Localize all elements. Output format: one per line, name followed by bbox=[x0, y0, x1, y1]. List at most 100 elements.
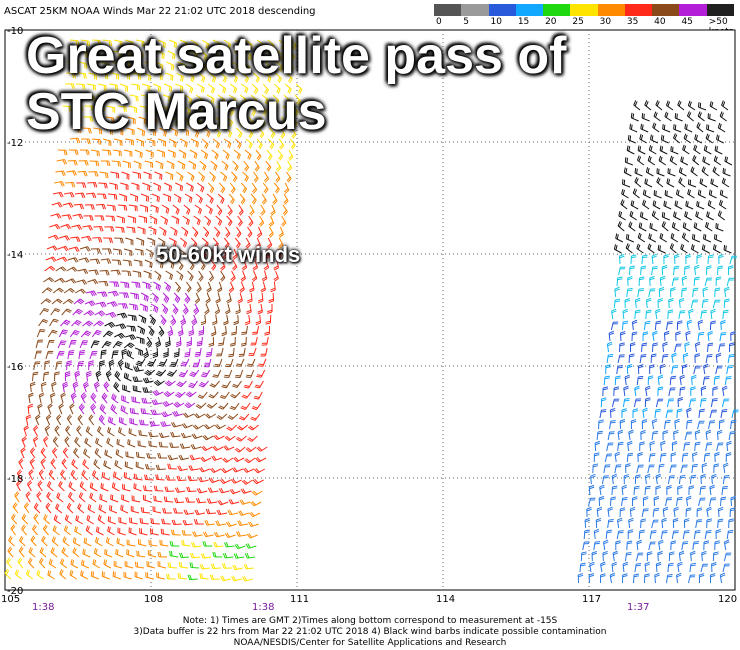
wind-barb bbox=[216, 204, 223, 216]
wind-barb bbox=[150, 105, 159, 114]
wind-barb bbox=[91, 39, 102, 46]
product-title: ASCAT 25KM NOAA Winds Mar 22 21:02 UTC 2… bbox=[4, 6, 316, 17]
wind-barb bbox=[142, 83, 151, 92]
wind-barb bbox=[187, 72, 195, 83]
wind-barb bbox=[204, 215, 212, 226]
legend-label: 35 bbox=[626, 17, 639, 27]
wind-barb bbox=[248, 116, 255, 128]
wind-barb bbox=[144, 61, 153, 70]
wind-barb bbox=[258, 215, 265, 227]
wind-barb bbox=[179, 138, 188, 148]
wind-barb bbox=[90, 50, 100, 59]
wind-barb bbox=[161, 105, 170, 115]
wind-barb bbox=[74, 192, 86, 199]
wind-barb bbox=[70, 137, 81, 144]
wind-barb bbox=[209, 171, 216, 183]
legend-swatch bbox=[597, 4, 625, 16]
wind-barb bbox=[98, 182, 108, 189]
wind-barb bbox=[171, 116, 179, 127]
wind-barb bbox=[238, 105, 246, 117]
wind-barb bbox=[195, 94, 203, 105]
legend-label: 30 bbox=[599, 17, 612, 27]
wind-barb bbox=[210, 160, 218, 171]
wind-barb bbox=[188, 61, 197, 71]
wind-barb bbox=[135, 39, 145, 47]
wind-barb bbox=[200, 50, 208, 61]
wind-barb bbox=[102, 138, 112, 147]
wind-barb bbox=[227, 105, 234, 117]
wind-barb bbox=[135, 138, 145, 147]
wind-barb bbox=[133, 61, 142, 70]
wind-barb bbox=[86, 192, 97, 199]
wind-barb bbox=[111, 61, 121, 69]
wind-barb bbox=[229, 182, 236, 194]
wind-barb bbox=[121, 72, 131, 80]
wind-barb bbox=[196, 182, 205, 193]
wind-barb bbox=[187, 171, 195, 182]
wind-barb bbox=[89, 160, 100, 167]
wind-barb bbox=[73, 203, 85, 210]
wind-barb bbox=[185, 83, 194, 94]
wind-barb bbox=[155, 160, 164, 170]
wind-barb bbox=[201, 138, 209, 149]
wind-barb bbox=[170, 226, 178, 237]
wind-barb bbox=[289, 39, 297, 50]
wind-barb bbox=[112, 149, 122, 157]
wind-barb bbox=[83, 215, 94, 221]
wind-barb bbox=[80, 39, 91, 47]
wind-barb bbox=[212, 138, 220, 149]
wind-barb bbox=[137, 226, 146, 235]
wind-barb bbox=[66, 72, 76, 79]
wind-barb bbox=[190, 138, 199, 148]
wind-barb bbox=[95, 203, 106, 210]
wind-barb bbox=[175, 182, 184, 192]
wind-barb bbox=[73, 105, 84, 111]
wind-barb bbox=[138, 116, 147, 125]
wind-barb bbox=[192, 226, 199, 238]
wind-barb bbox=[217, 94, 226, 105]
wind-barb bbox=[262, 182, 269, 194]
wind-barb bbox=[90, 149, 100, 157]
legend-swatch bbox=[706, 4, 734, 16]
wind-barb bbox=[223, 138, 232, 149]
legend-label: 25 bbox=[572, 17, 584, 27]
wind-barb bbox=[162, 193, 172, 202]
wind-barb bbox=[275, 72, 282, 83]
legend-swatch bbox=[652, 4, 680, 16]
wind-barb bbox=[128, 105, 138, 113]
wind-barb bbox=[221, 61, 230, 71]
wind-barb bbox=[207, 83, 215, 94]
wind-barb bbox=[76, 182, 87, 188]
wind-barb bbox=[278, 39, 286, 50]
legend-swatch bbox=[461, 4, 489, 16]
wind-barb bbox=[159, 226, 167, 237]
wind-barb bbox=[152, 83, 162, 93]
wind-barb bbox=[251, 182, 258, 194]
wind-barb bbox=[253, 171, 259, 183]
wind-barb bbox=[153, 182, 162, 192]
wind-barb bbox=[166, 160, 175, 170]
wind-barb bbox=[95, 105, 106, 112]
wind-barb bbox=[151, 193, 160, 203]
wind-barb bbox=[223, 39, 232, 50]
wind-barb bbox=[79, 149, 90, 156]
wind-barb bbox=[126, 127, 135, 136]
wind-barb bbox=[113, 138, 123, 146]
wind-barb bbox=[171, 215, 180, 225]
wind-barb bbox=[278, 226, 284, 238]
wind-barb bbox=[94, 116, 105, 123]
wind-barb bbox=[234, 39, 243, 50]
wind-barb bbox=[272, 193, 278, 205]
wind-barb bbox=[92, 138, 102, 145]
wind-barb bbox=[240, 182, 248, 194]
wind-barb bbox=[146, 138, 156, 147]
wind-barb bbox=[239, 193, 246, 205]
wind-barb bbox=[218, 182, 226, 194]
wind-barb bbox=[220, 72, 228, 83]
wind-barb bbox=[148, 127, 157, 137]
wind-barb bbox=[215, 215, 223, 226]
wind-barb bbox=[123, 149, 133, 157]
wind-barb bbox=[239, 94, 247, 105]
wind-barb bbox=[228, 193, 235, 205]
